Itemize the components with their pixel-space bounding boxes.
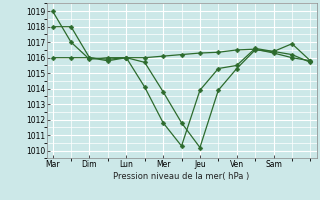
X-axis label: Pression niveau de la mer( hPa ): Pression niveau de la mer( hPa ) xyxy=(113,172,250,181)
